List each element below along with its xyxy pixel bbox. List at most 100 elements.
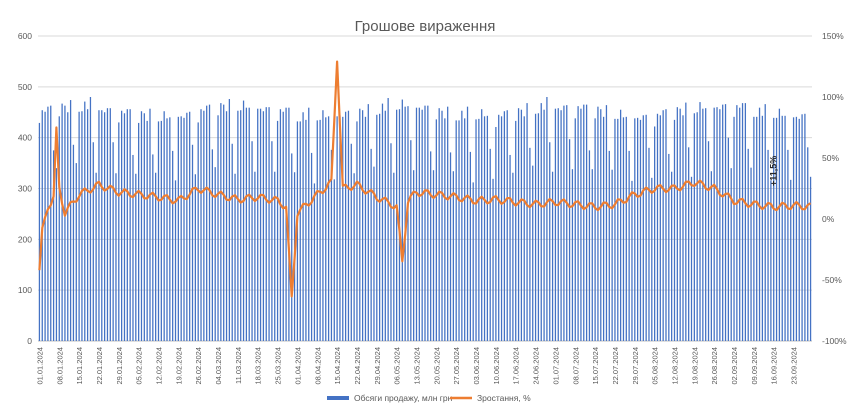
bar bbox=[81, 111, 83, 341]
bar bbox=[713, 107, 715, 341]
bar bbox=[413, 170, 415, 341]
bar bbox=[770, 180, 772, 341]
bar bbox=[194, 174, 196, 341]
bar bbox=[688, 147, 690, 341]
x-tick-label: 13.05.2024 bbox=[412, 347, 421, 385]
bar bbox=[458, 120, 460, 341]
bar bbox=[325, 117, 327, 341]
bar bbox=[38, 122, 41, 341]
bar bbox=[750, 167, 752, 341]
x-tick-label: 12.02.2024 bbox=[154, 347, 163, 385]
y-axis-right: -100% -50% 0% 50% 100% 150% bbox=[822, 31, 847, 346]
bar bbox=[376, 114, 378, 342]
bar bbox=[444, 118, 446, 341]
bar bbox=[588, 150, 591, 341]
bar bbox=[95, 172, 97, 341]
bar bbox=[597, 106, 599, 342]
bar bbox=[466, 106, 469, 342]
bar bbox=[254, 171, 256, 341]
bar bbox=[322, 110, 324, 341]
bar bbox=[775, 117, 778, 341]
bar bbox=[271, 141, 273, 341]
bar bbox=[401, 99, 403, 342]
bar bbox=[211, 149, 214, 341]
x-axis: 01.01.2024 08.01.2024 15.01.2024 22.01.2024… bbox=[35, 347, 798, 385]
bar bbox=[790, 179, 792, 341]
bar bbox=[155, 172, 157, 341]
bar bbox=[761, 115, 764, 341]
bar bbox=[279, 109, 282, 341]
bar bbox=[353, 173, 355, 341]
bar bbox=[730, 168, 732, 341]
bar bbox=[605, 105, 608, 341]
y-right-tick: -50% bbox=[822, 275, 842, 285]
x-tick-label: 27.05.2024 bbox=[452, 347, 461, 385]
bar bbox=[622, 117, 625, 341]
x-tick-label: 09.09.2024 bbox=[750, 347, 759, 385]
x-tick-label: 25.03.2024 bbox=[274, 347, 283, 385]
bar bbox=[617, 118, 619, 341]
bar bbox=[665, 109, 667, 341]
bar bbox=[350, 143, 352, 341]
bar bbox=[268, 107, 270, 342]
bar bbox=[645, 114, 647, 342]
bar bbox=[58, 116, 60, 341]
y-left-tick: 500 bbox=[18, 82, 32, 92]
bar bbox=[809, 176, 812, 341]
bar bbox=[506, 110, 508, 341]
bar bbox=[356, 121, 358, 342]
x-tick-label: 04.03.2024 bbox=[214, 347, 223, 385]
bar bbox=[648, 147, 650, 341]
bar bbox=[784, 115, 786, 341]
bar bbox=[438, 108, 440, 341]
x-tick-label: 05.08.2024 bbox=[651, 347, 660, 385]
bar bbox=[336, 116, 338, 341]
bar bbox=[112, 142, 114, 341]
bar bbox=[174, 180, 177, 341]
bar bbox=[364, 116, 367, 341]
bar bbox=[225, 111, 228, 341]
bar bbox=[577, 106, 579, 342]
x-tick-label: 29.04.2024 bbox=[373, 347, 382, 385]
bar bbox=[668, 153, 670, 341]
bar bbox=[642, 115, 644, 341]
bar bbox=[98, 110, 100, 341]
x-tick-label: 12.08.2024 bbox=[670, 347, 679, 385]
bar bbox=[242, 100, 245, 341]
legend-label-sales: Обсяги продажу, млн грн bbox=[354, 393, 453, 403]
bar bbox=[787, 149, 789, 341]
sales-bars bbox=[38, 97, 812, 342]
bar bbox=[55, 168, 58, 341]
bar bbox=[500, 116, 503, 341]
bar bbox=[251, 141, 253, 341]
y-left-tick: 200 bbox=[18, 234, 32, 244]
bar bbox=[327, 116, 330, 341]
bar bbox=[619, 109, 622, 341]
bar bbox=[739, 107, 741, 341]
bar bbox=[563, 105, 565, 342]
bar bbox=[461, 110, 463, 341]
bar bbox=[534, 113, 537, 342]
bar bbox=[483, 116, 486, 341]
bar bbox=[163, 111, 165, 341]
bar bbox=[72, 144, 75, 341]
bar bbox=[169, 117, 171, 341]
bar bbox=[248, 107, 250, 341]
bar bbox=[344, 111, 347, 341]
bar bbox=[186, 112, 188, 341]
x-tick-label: 08.04.2024 bbox=[313, 347, 322, 385]
bar bbox=[441, 110, 443, 341]
bar bbox=[719, 109, 721, 341]
bar bbox=[495, 126, 497, 341]
bar bbox=[773, 117, 775, 341]
bar bbox=[489, 148, 491, 341]
x-tick-label: 10.06.2024 bbox=[492, 347, 501, 385]
x-tick-label: 22.04.2024 bbox=[353, 347, 362, 385]
y-right-tick: 50% bbox=[822, 153, 839, 163]
bar bbox=[183, 117, 185, 341]
bar bbox=[370, 148, 372, 341]
bar bbox=[217, 115, 219, 341]
growth-line-path bbox=[38, 60, 812, 298]
bar bbox=[554, 108, 557, 341]
bar bbox=[608, 150, 610, 341]
